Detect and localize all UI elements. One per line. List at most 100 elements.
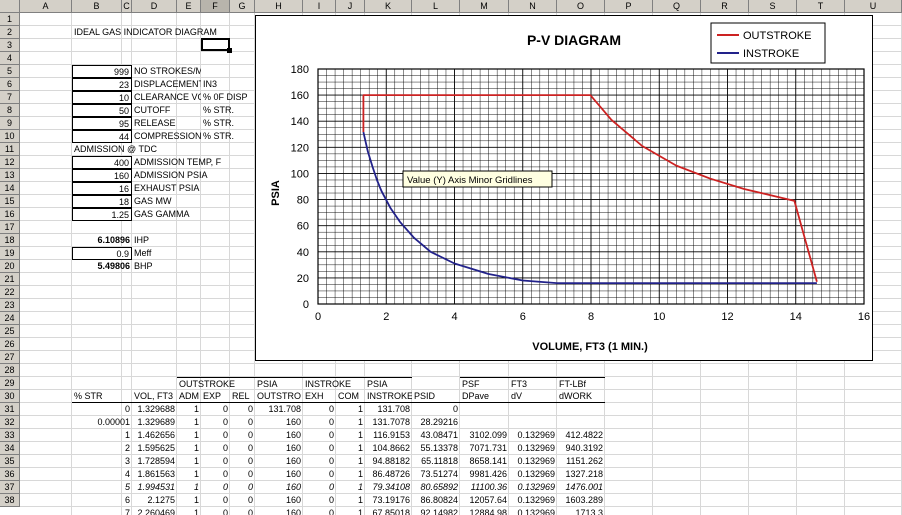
row-header-9[interactable]: 9: [0, 117, 20, 130]
row-header-32[interactable]: 32: [0, 416, 20, 429]
column-header-t[interactable]: T: [797, 0, 845, 13]
table-data-cell[interactable]: 1: [193, 430, 199, 440]
table-data-cell[interactable]: 0.132969: [517, 508, 555, 515]
table-data-cell[interactable]: 160: [285, 495, 301, 505]
table-data-cell[interactable]: 0: [222, 469, 228, 479]
table-column-header-cell[interactable]: EXH: [303, 390, 336, 403]
table-data-cell[interactable]: 0.132969: [517, 482, 555, 492]
input-value-cell[interactable]: 10: [72, 91, 132, 104]
table-data-cell[interactable]: 1: [193, 443, 199, 453]
column-header-m[interactable]: M: [460, 0, 509, 13]
table-data-cell[interactable]: 0.132969: [517, 430, 555, 440]
column-header-o[interactable]: O: [557, 0, 605, 13]
table-data-cell[interactable]: 86.48726: [372, 469, 410, 479]
table-data-cell[interactable]: 160: [285, 430, 301, 440]
column-header-n[interactable]: N: [509, 0, 557, 13]
table-data-cell[interactable]: 1327.218: [565, 469, 603, 479]
table-column-header-cell[interactable]: % STR: [72, 390, 132, 403]
table-data-cell[interactable]: 43.08471: [420, 430, 458, 440]
table-data-cell[interactable]: 1: [193, 495, 199, 505]
row-header-10[interactable]: 10: [0, 130, 20, 143]
table-data-cell[interactable]: 7: [124, 508, 130, 515]
table-data-cell[interactable]: 1603.289: [565, 495, 603, 505]
column-header-a[interactable]: A: [20, 0, 72, 13]
table-data-cell[interactable]: 0: [328, 417, 334, 427]
gas-input-value-cell[interactable]: 400: [72, 156, 132, 169]
result-value-cell[interactable]: 0.9: [72, 247, 132, 260]
row-header-33[interactable]: 33: [0, 429, 20, 442]
column-header-f[interactable]: F: [201, 0, 230, 13]
table-data-cell[interactable]: 0.132969: [517, 443, 555, 453]
table-data-cell[interactable]: 0: [222, 443, 228, 453]
result-value-cell[interactable]: 5.49806: [97, 261, 130, 271]
input-unit-cell[interactable]: % STR.: [203, 105, 235, 115]
row-header-2[interactable]: 2: [0, 26, 20, 39]
table-column-header-cell[interactable]: ADM: [177, 391, 201, 403]
row-header-26[interactable]: 26: [0, 338, 20, 351]
table-data-cell[interactable]: 65.11818: [421, 456, 458, 466]
table-data-cell[interactable]: 0: [247, 417, 253, 427]
input-value-cell[interactable]: 95: [72, 117, 132, 130]
table-data-cell[interactable]: 1: [357, 508, 363, 515]
row-header-1[interactable]: 1: [0, 13, 20, 26]
sheet-title-cell[interactable]: IDEAL GAS INDICATOR DIAGRAM: [74, 27, 217, 37]
input-unit-cell[interactable]: % STR.: [203, 131, 235, 141]
table-data-cell[interactable]: 73.51274: [420, 469, 458, 479]
gas-input-label-cell[interactable]: GAS MW: [134, 196, 172, 206]
table-data-cell[interactable]: 1: [193, 469, 199, 479]
table-group-header-cell[interactable]: PSIA: [255, 377, 303, 390]
table-data-cell[interactable]: 1: [193, 456, 199, 466]
input-label-cell[interactable]: CUTOFF: [134, 105, 171, 115]
row-header-13[interactable]: 13: [0, 169, 20, 182]
table-data-cell[interactable]: 55.13378: [420, 443, 458, 453]
legend[interactable]: OUTSTROKE INSTROKE: [710, 22, 826, 64]
table-data-cell[interactable]: 0: [222, 482, 228, 492]
input-unit-cell[interactable]: % STR.: [203, 118, 235, 128]
table-data-cell[interactable]: 1.595625: [137, 443, 175, 453]
table-data-cell[interactable]: 0: [328, 482, 334, 492]
column-header-p[interactable]: P: [605, 0, 653, 13]
table-column-header-cell[interactable]: EXP: [201, 390, 230, 403]
table-data-cell[interactable]: 0: [222, 508, 228, 515]
row-header-15[interactable]: 15: [0, 195, 20, 208]
table-data-cell[interactable]: 86.80824: [420, 495, 458, 505]
table-data-cell[interactable]: 6: [124, 495, 130, 505]
row-header-23[interactable]: 23: [0, 299, 20, 312]
table-data-cell[interactable]: 94.88182: [372, 456, 410, 466]
table-data-cell[interactable]: 0: [328, 404, 334, 414]
row-header-20[interactable]: 20: [0, 260, 20, 273]
result-value-cell[interactable]: 6.10896: [97, 235, 130, 245]
table-data-cell[interactable]: 0: [247, 482, 253, 492]
table-column-header-cell[interactable]: PSID: [412, 390, 460, 403]
row-header-7[interactable]: 7: [0, 91, 20, 104]
row-header-29[interactable]: 29: [0, 377, 20, 390]
table-data-cell[interactable]: [460, 403, 509, 416]
row-header-16[interactable]: 16: [0, 208, 20, 221]
row-header-12[interactable]: 12: [0, 156, 20, 169]
table-column-header-cell[interactable]: OUTSTRO: [255, 391, 303, 403]
table-data-cell[interactable]: [509, 416, 557, 429]
row-header-27[interactable]: 27: [0, 351, 20, 364]
table-group-header-cell[interactable]: PSIA: [365, 377, 412, 390]
table-data-cell[interactable]: 131.708: [268, 404, 301, 414]
row-header-35[interactable]: 35: [0, 455, 20, 468]
row-header-5[interactable]: 5: [0, 65, 20, 78]
column-header-e[interactable]: E: [177, 0, 201, 13]
table-data-cell[interactable]: 0: [247, 469, 253, 479]
table-data-cell[interactable]: 28.29216: [420, 417, 458, 427]
table-data-cell[interactable]: 0.132969: [517, 495, 555, 505]
table-data-cell[interactable]: 104.8662: [372, 443, 410, 453]
table-column-header-cell[interactable]: dWORK: [557, 390, 605, 403]
active-cell-selection[interactable]: [201, 38, 230, 51]
column-header-c[interactable]: C: [122, 0, 132, 13]
table-data-cell[interactable]: 1.462656: [137, 430, 175, 440]
column-header-q[interactable]: Q: [653, 0, 701, 13]
table-data-cell[interactable]: 1: [357, 443, 363, 453]
table-data-cell[interactable]: 0: [328, 495, 334, 505]
column-header-l[interactable]: L: [412, 0, 460, 13]
table-data-cell[interactable]: 1: [357, 456, 363, 466]
table-data-cell[interactable]: 12884.98: [469, 508, 507, 515]
input-label-cell[interactable]: NO STROKES/MIN: [134, 66, 201, 76]
row-header-14[interactable]: 14: [0, 182, 20, 195]
table-data-cell[interactable]: 1: [193, 508, 199, 515]
